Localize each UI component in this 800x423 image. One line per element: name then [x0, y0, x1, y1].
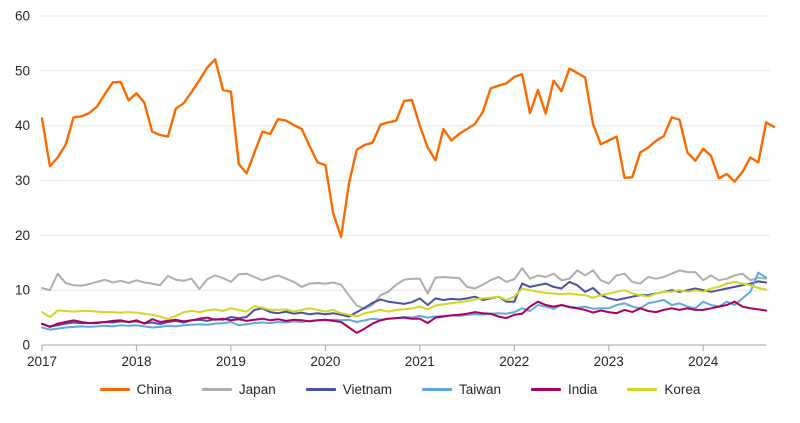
series-line-india	[41, 300, 768, 334]
legend-swatch-india	[531, 388, 562, 392]
series-line-china	[40, 58, 776, 239]
legend-swatch-korea	[627, 388, 658, 392]
y-axis-label: 20	[15, 228, 30, 243]
line-chart: 2017 2018 2019 2020 2021 2022 2023 2024 0 10 20 30 4…	[15, 9, 776, 369]
y-axis-label: 0	[22, 338, 30, 353]
legend-label: Taiwan	[459, 382, 502, 397]
chart-legend: China Japan Vietnam Taiwan India Korea	[0, 383, 800, 397]
legend-item-korea: Korea	[627, 383, 700, 397]
legend-swatch-vietnam	[305, 388, 336, 392]
legend-item-vietnam: Vietnam	[305, 382, 392, 397]
legend-swatch-japan	[201, 388, 232, 392]
legend-item-taiwan: Taiwan	[422, 383, 501, 397]
y-axis-label: 10	[15, 283, 30, 298]
x-axis-label: 2021	[405, 354, 435, 369]
y-axis-label: 50	[15, 63, 30, 78]
legend-label: China	[136, 382, 172, 397]
x-axis-label: 2020	[310, 354, 340, 369]
x-axis-label: 2024	[688, 354, 719, 369]
x-axis-label: 2019	[216, 354, 246, 369]
x-axis-label: 2023	[594, 354, 624, 369]
series-line-korea	[41, 280, 768, 321]
legend-label: Vietnam	[342, 382, 392, 397]
legend-item-india: India	[531, 383, 597, 397]
series-line-vietnam	[41, 280, 768, 328]
legend-label: India	[568, 382, 598, 397]
legend-label: Korea	[664, 382, 701, 397]
y-axis-label: 40	[15, 118, 30, 133]
x-axis-label: 2018	[121, 354, 151, 369]
legend-item-china: China	[99, 382, 172, 397]
legend-item-japan: Japan	[201, 382, 276, 397]
legend-swatch-taiwan	[422, 388, 452, 392]
legend-swatch-china	[99, 388, 130, 392]
y-axis-label: 60	[15, 9, 30, 24]
series-line-japan	[41, 267, 768, 310]
legend-label: Japan	[238, 382, 276, 397]
x-axis-label: 2017	[27, 354, 57, 369]
x-axis-label: 2022	[499, 354, 529, 369]
y-axis-label: 30	[15, 173, 30, 188]
